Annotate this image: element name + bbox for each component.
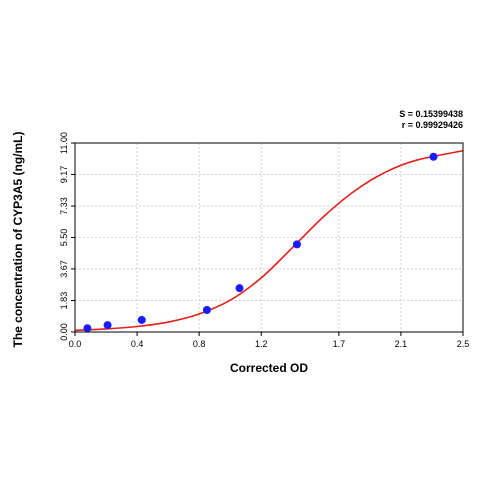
y-tick-label: 9.17 — [59, 166, 69, 184]
x-tick-label: 0.0 — [69, 339, 82, 349]
data-point — [235, 284, 244, 293]
y-tick-label: 5.50 — [59, 229, 69, 247]
tick-labels-layer: 0.0 0.4 0.8 1.2 1.7 2.1 2.5 0.00 1.83 3.67 5.50 7.3… — [59, 132, 469, 349]
x-tick-label: 2.1 — [395, 339, 408, 349]
y-tick-label: 3.67 — [59, 260, 69, 278]
y-tick-label: 0.00 — [59, 323, 69, 341]
data-point — [292, 240, 301, 249]
r-statistic: r = 0.99929426 — [402, 120, 463, 130]
x-tick-label: 0.4 — [131, 339, 144, 349]
x-tick-label: 0.8 — [193, 339, 206, 349]
grid-lines — [75, 143, 463, 332]
data-point — [429, 152, 438, 161]
fit-curve-layer — [74, 149, 464, 332]
x-tick-label: 2.5 — [457, 339, 470, 349]
data-points-layer — [83, 152, 438, 333]
x-axis-title: Corrected OD — [230, 361, 308, 375]
data-point — [83, 324, 92, 333]
y-tick-label: 11.00 — [59, 132, 69, 154]
x-tick-label: 1.7 — [333, 339, 346, 349]
data-point — [202, 306, 211, 315]
y-axis-title: The concentration of CYP3A5 (ng/mL) — [11, 131, 25, 347]
y-tick-label: 1.83 — [59, 292, 69, 310]
plot-frame — [74, 142, 464, 333]
fit-curve-line — [74, 149, 464, 332]
x-tick-label: 1.2 — [255, 339, 268, 349]
s-statistic: S = 0.15399438 — [399, 109, 463, 119]
data-point — [103, 321, 112, 330]
data-point — [137, 315, 146, 324]
y-tick-label: 7.33 — [59, 197, 69, 215]
